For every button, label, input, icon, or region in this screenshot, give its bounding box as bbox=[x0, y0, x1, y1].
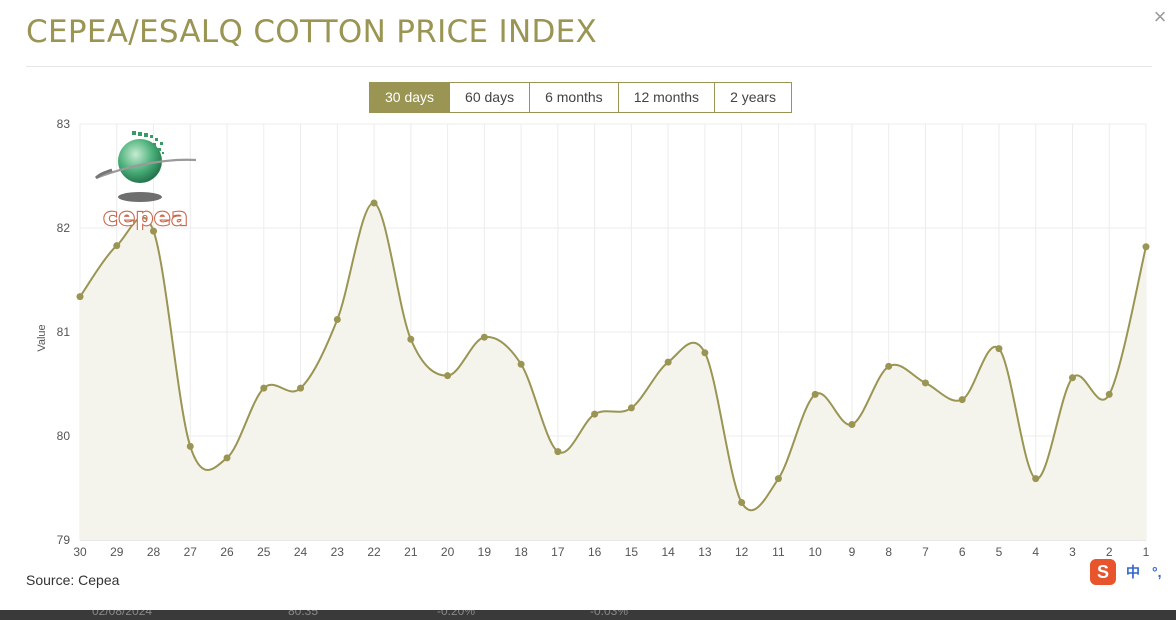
y-axis-label: Value bbox=[36, 324, 48, 351]
background-table-strip: 02/08/2024 80.35 -0.20% -0.03% bbox=[0, 610, 1176, 620]
data-point[interactable] bbox=[627, 404, 635, 412]
data-point[interactable] bbox=[297, 384, 305, 392]
area-fill bbox=[80, 202, 1146, 540]
data-point[interactable] bbox=[1032, 475, 1040, 483]
data-point[interactable] bbox=[664, 358, 672, 366]
x-tick-label: 30 bbox=[73, 545, 87, 559]
data-point[interactable] bbox=[848, 421, 856, 429]
data-point[interactable] bbox=[1142, 243, 1150, 251]
range-30-days-button[interactable]: 30 days bbox=[369, 82, 451, 113]
data-point[interactable] bbox=[260, 384, 268, 392]
background-date: 02/08/2024 bbox=[92, 610, 153, 618]
x-tick-label: 15 bbox=[625, 545, 639, 559]
range-2-years-button[interactable]: 2 years bbox=[714, 82, 792, 113]
logo-text: cepea bbox=[103, 203, 188, 230]
data-point[interactable] bbox=[370, 199, 378, 207]
x-tick-label: 24 bbox=[294, 545, 308, 559]
range-selector: 30 days 60 days 6 months 12 months 2 yea… bbox=[369, 82, 792, 113]
x-tick-label: 6 bbox=[959, 545, 966, 559]
title-divider bbox=[26, 66, 1152, 67]
chart-points bbox=[76, 199, 1150, 507]
data-point[interactable] bbox=[517, 360, 525, 368]
x-tick-label: 3 bbox=[1069, 545, 1076, 559]
data-point[interactable] bbox=[591, 410, 599, 418]
data-point[interactable] bbox=[444, 372, 452, 380]
y-tick-label: 79 bbox=[57, 533, 71, 547]
x-axis-ticks: 30 29 28 27 26 25 24 23 22 21 20 19 18 17 16 15 14 13 12 11… bbox=[73, 545, 1149, 559]
x-tick-label: 18 bbox=[514, 545, 528, 559]
data-point[interactable] bbox=[811, 390, 819, 398]
data-point[interactable] bbox=[407, 335, 415, 343]
data-point[interactable] bbox=[186, 442, 194, 450]
x-tick-label: 11 bbox=[772, 545, 785, 559]
y-tick-label: 82 bbox=[57, 221, 71, 235]
data-point[interactable] bbox=[1105, 390, 1113, 398]
ime-punct-label[interactable]: °, bbox=[1152, 564, 1162, 580]
data-point[interactable] bbox=[995, 345, 1003, 353]
data-point[interactable] bbox=[333, 316, 341, 324]
background-change-day: -0.20% bbox=[437, 610, 476, 618]
x-tick-label: 14 bbox=[661, 545, 675, 559]
data-point[interactable] bbox=[480, 333, 488, 341]
x-tick-label: 22 bbox=[367, 545, 381, 559]
x-tick-label: 10 bbox=[808, 545, 822, 559]
x-tick-label: 2 bbox=[1106, 545, 1113, 559]
x-tick-label: 17 bbox=[551, 545, 565, 559]
background-value: 80.35 bbox=[288, 610, 319, 618]
x-tick-label: 16 bbox=[588, 545, 602, 559]
range-60-days-button[interactable]: 60 days bbox=[449, 82, 531, 113]
data-point[interactable] bbox=[76, 293, 84, 301]
y-tick-label: 83 bbox=[57, 117, 71, 131]
x-tick-label: 27 bbox=[184, 545, 198, 559]
x-tick-label: 25 bbox=[257, 545, 271, 559]
range-6-months-button[interactable]: 6 months bbox=[529, 82, 619, 113]
series-line bbox=[79, 202, 1147, 512]
data-point[interactable] bbox=[1068, 374, 1076, 382]
ime-mode-label[interactable]: 中 bbox=[1126, 564, 1140, 580]
page-title: CEPEA/ESALQ COTTON PRICE INDEX bbox=[26, 14, 598, 50]
close-icon[interactable]: × bbox=[1153, 4, 1167, 29]
x-tick-label: 9 bbox=[849, 545, 856, 559]
background-change-month: -0.03% bbox=[590, 610, 629, 618]
x-tick-label: 1 bbox=[1143, 545, 1150, 559]
x-tick-label: 8 bbox=[885, 545, 892, 559]
ime-toolbar[interactable]: S 中 °, bbox=[1090, 558, 1162, 586]
x-tick-label: 4 bbox=[1032, 545, 1039, 559]
data-point[interactable] bbox=[223, 454, 231, 462]
data-point[interactable] bbox=[554, 448, 562, 456]
x-tick-label: 13 bbox=[698, 545, 712, 559]
x-tick-label: 23 bbox=[331, 545, 345, 559]
source-note: Source: Cepea bbox=[26, 572, 120, 588]
data-point[interactable] bbox=[738, 499, 746, 507]
data-point[interactable] bbox=[701, 349, 709, 357]
data-point[interactable] bbox=[885, 362, 893, 370]
sogou-ime-icon[interactable]: S bbox=[1090, 559, 1116, 585]
y-tick-label: 80 bbox=[57, 429, 71, 443]
x-tick-label: 5 bbox=[996, 545, 1003, 559]
y-axis-ticks: 79 80 81 82 83 bbox=[57, 117, 71, 547]
x-tick-label: 21 bbox=[404, 545, 418, 559]
x-tick-label: 26 bbox=[220, 545, 234, 559]
data-point[interactable] bbox=[150, 227, 158, 235]
data-point[interactable] bbox=[113, 242, 121, 250]
data-point[interactable] bbox=[921, 379, 929, 387]
x-tick-label: 12 bbox=[735, 545, 749, 559]
y-tick-label: 81 bbox=[57, 325, 71, 339]
range-12-months-button[interactable]: 12 months bbox=[617, 82, 716, 113]
x-tick-label: 19 bbox=[478, 545, 492, 559]
cepea-logo: cepea bbox=[94, 131, 197, 230]
data-point[interactable] bbox=[958, 396, 966, 404]
x-tick-label: 29 bbox=[110, 545, 124, 559]
x-tick-label: 20 bbox=[441, 545, 455, 559]
x-tick-label: 28 bbox=[147, 545, 161, 559]
data-point[interactable] bbox=[774, 475, 782, 483]
x-tick-label: 7 bbox=[922, 545, 929, 559]
chart-area bbox=[79, 202, 1147, 540]
